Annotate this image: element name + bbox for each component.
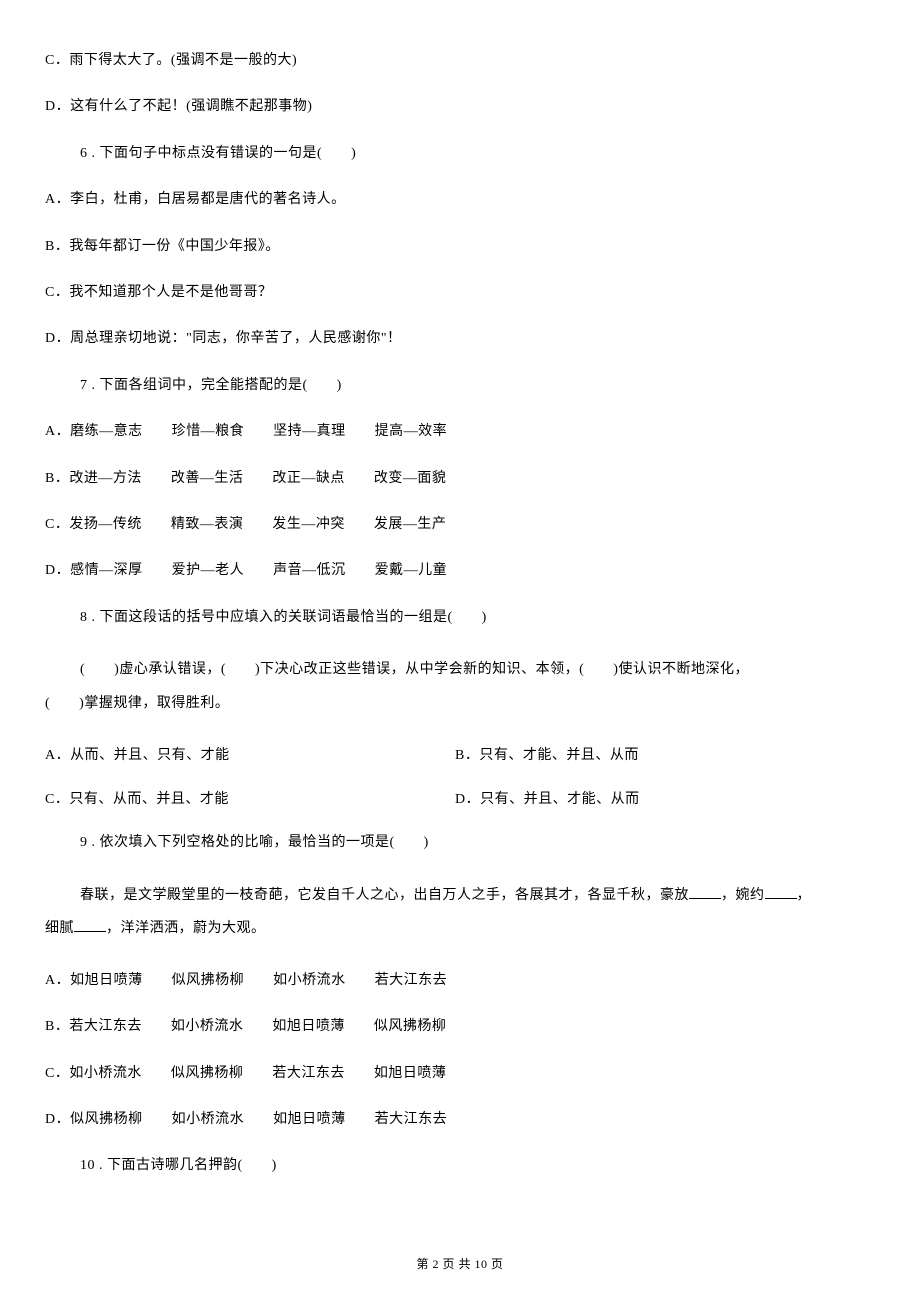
page-content: C．雨下得太大了。(强调不是一般的大) D．这有什么了不起！(强调瞧不起那事物)… bbox=[0, 0, 920, 1242]
q8-passage-line2: ( )掌握规律，取得胜利。 bbox=[45, 696, 229, 711]
blank-1 bbox=[689, 885, 721, 899]
q10-stem: 10 . 下面古诗哪几名押韵( ) bbox=[45, 1155, 875, 1177]
q8-option-c: C．只有、从而、并且、才能 bbox=[45, 788, 455, 808]
q8-stem: 8 . 下面这段话的括号中应填入的关联词语最恰当的一组是( ) bbox=[45, 607, 875, 629]
q7-option-a: A．磨练—意志 珍惜—粮食 坚持—真理 提高—效率 bbox=[45, 421, 875, 443]
q6-option-d: D．周总理亲切地说："同志，你辛苦了，人民感谢你"！ bbox=[45, 328, 875, 350]
q9-option-d: D．似风拂杨柳 如小桥流水 如旭日喷薄 若大江东去 bbox=[45, 1109, 875, 1131]
blank-3 bbox=[74, 918, 106, 932]
q8-option-d: D．只有、并且、才能、从而 bbox=[455, 788, 640, 808]
q9-option-b: B．若大江东去 如小桥流水 如旭日喷薄 似风拂杨柳 bbox=[45, 1016, 875, 1038]
page-footer: 第 2 页 共 10 页 bbox=[0, 1255, 920, 1272]
q8-option-a: A．从而、并且、只有、才能 bbox=[45, 744, 455, 764]
q6-stem: 6 . 下面句子中标点没有错误的一句是( ) bbox=[45, 143, 875, 165]
q9-passage-line1: 春联，是文学殿堂里的一枝奇葩，它发自千人之心，出自万人之手，各展其才，各显千秋，… bbox=[45, 888, 811, 903]
q7-stem: 7 . 下面各组词中，完全能搭配的是( ) bbox=[45, 375, 875, 397]
q6-option-b: B．我每年都订一份《中国少年报》。 bbox=[45, 236, 875, 258]
blank-2 bbox=[765, 885, 797, 899]
q9-option-a: A．如旭日喷薄 似风拂杨柳 如小桥流水 若大江东去 bbox=[45, 970, 875, 992]
q8-options-row2: C．只有、从而、并且、才能 D．只有、并且、才能、从而 bbox=[45, 788, 875, 808]
q9-option-c: C．如小桥流水 似风拂杨柳 若大江东去 如旭日喷薄 bbox=[45, 1063, 875, 1085]
q8-option-b: B．只有、才能、并且、从而 bbox=[455, 744, 639, 764]
q6-option-c: C．我不知道那个人是不是他哥哥？ bbox=[45, 282, 875, 304]
q7-option-c: C．发扬—传统 精致—表演 发生—冲突 发展—生产 bbox=[45, 514, 875, 536]
q9-passage: 春联，是文学殿堂里的一枝奇葩，它发自千人之心，出自万人之手，各展其才，各显千秋，… bbox=[45, 879, 875, 946]
q7-option-b: B．改进—方法 改善—生活 改正—缺点 改变—面貌 bbox=[45, 468, 875, 490]
q6-option-a: A．李白，杜甫，白居易都是唐代的著名诗人。 bbox=[45, 189, 875, 211]
q7-option-d: D．感情—深厚 爱护—老人 声音—低沉 爱戴—儿童 bbox=[45, 560, 875, 582]
q5-option-d: D．这有什么了不起！(强调瞧不起那事物) bbox=[45, 96, 875, 118]
q8-passage-line1: ( )虚心承认错误，( )下决心改正这些错误，从中学会新的知识、本领，( )使认… bbox=[45, 662, 749, 677]
q9-stem: 9 . 依次填入下列空格处的比喻，最恰当的一项是( ) bbox=[45, 832, 875, 854]
q8-passage: ( )虚心承认错误，( )下决心改正这些错误，从中学会新的知识、本领，( )使认… bbox=[45, 653, 875, 720]
q8-options-row1: A．从而、并且、只有、才能 B．只有、才能、并且、从而 bbox=[45, 744, 875, 764]
q5-option-c: C．雨下得太大了。(强调不是一般的大) bbox=[45, 50, 875, 72]
q9-passage-line2: 细腻，洋洋洒洒，蔚为大观。 bbox=[45, 921, 266, 936]
